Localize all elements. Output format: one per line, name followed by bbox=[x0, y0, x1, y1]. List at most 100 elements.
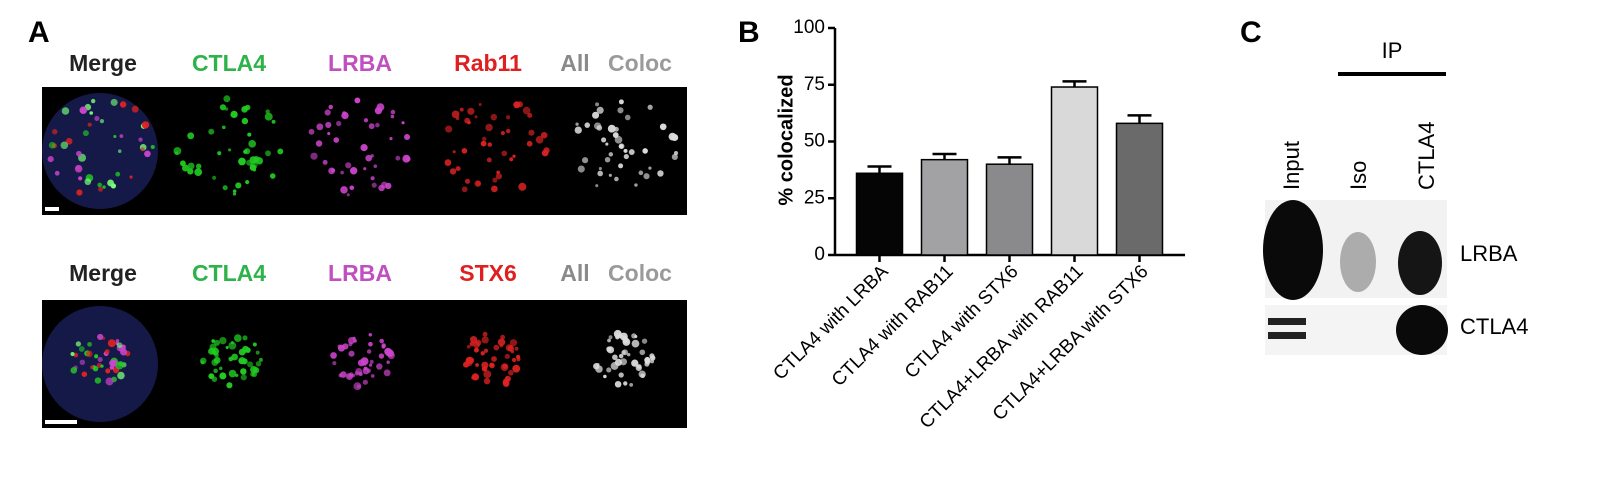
spot bbox=[240, 368, 247, 375]
spot bbox=[332, 361, 337, 366]
spot bbox=[461, 148, 468, 154]
spot bbox=[483, 370, 492, 379]
spot bbox=[98, 186, 104, 192]
spot bbox=[374, 107, 383, 115]
spot bbox=[469, 341, 474, 346]
spot bbox=[144, 150, 151, 158]
spot bbox=[337, 344, 345, 352]
spot bbox=[607, 124, 616, 133]
band bbox=[1268, 332, 1306, 339]
spot bbox=[225, 346, 229, 350]
spot bbox=[626, 352, 631, 357]
spot bbox=[228, 369, 237, 378]
spot bbox=[376, 363, 383, 370]
spot bbox=[277, 148, 284, 155]
spot bbox=[214, 352, 219, 358]
spot bbox=[60, 141, 69, 150]
spot bbox=[356, 384, 361, 389]
spot bbox=[79, 359, 86, 366]
spot bbox=[535, 135, 544, 144]
spot bbox=[444, 159, 452, 166]
spot bbox=[94, 115, 100, 122]
spot bbox=[340, 186, 348, 194]
spot bbox=[338, 373, 343, 378]
spot bbox=[213, 368, 218, 374]
spot bbox=[255, 361, 262, 367]
spot bbox=[483, 348, 489, 353]
spot bbox=[466, 344, 471, 349]
spot bbox=[595, 184, 599, 188]
bar bbox=[1115, 122, 1164, 256]
spot bbox=[212, 175, 217, 180]
spot bbox=[482, 136, 487, 142]
spot bbox=[613, 126, 619, 132]
spot bbox=[75, 341, 81, 347]
spot bbox=[657, 170, 664, 177]
spot bbox=[82, 130, 89, 137]
spot bbox=[495, 173, 503, 180]
spot bbox=[349, 167, 358, 175]
spot bbox=[473, 347, 479, 353]
spot bbox=[486, 157, 492, 163]
spot bbox=[368, 333, 373, 337]
spot bbox=[526, 140, 533, 147]
spot bbox=[79, 106, 88, 115]
spot bbox=[342, 111, 347, 116]
spot bbox=[357, 359, 365, 367]
spot bbox=[485, 123, 493, 132]
spot bbox=[244, 148, 251, 155]
spot bbox=[629, 382, 634, 387]
spot bbox=[643, 173, 650, 180]
spot bbox=[242, 345, 250, 353]
spot bbox=[385, 348, 394, 357]
spot bbox=[109, 365, 115, 370]
ip-label: IP bbox=[1382, 38, 1403, 63]
band bbox=[1396, 305, 1448, 355]
spot bbox=[363, 167, 367, 171]
spot bbox=[487, 142, 493, 147]
spot bbox=[115, 171, 121, 177]
spot bbox=[348, 342, 353, 347]
column-header: Rab11 bbox=[454, 50, 522, 76]
spot bbox=[480, 140, 487, 147]
spot bbox=[386, 360, 390, 364]
spot bbox=[265, 109, 270, 114]
spot bbox=[475, 339, 482, 346]
spot bbox=[668, 132, 677, 141]
spot bbox=[92, 365, 99, 372]
column-header: LRBA bbox=[328, 50, 392, 76]
spot bbox=[455, 166, 461, 172]
spot bbox=[230, 341, 234, 345]
spot bbox=[97, 333, 104, 341]
band-label: LRBA bbox=[1460, 241, 1518, 266]
spot bbox=[624, 114, 631, 121]
spot bbox=[308, 128, 315, 135]
spot bbox=[195, 163, 202, 170]
spot bbox=[76, 189, 83, 196]
spot bbox=[595, 102, 600, 107]
spot bbox=[508, 370, 514, 376]
spot bbox=[606, 346, 612, 352]
bar bbox=[920, 158, 969, 256]
spot bbox=[355, 367, 363, 375]
spot bbox=[451, 110, 460, 119]
column-header: LRBA bbox=[328, 260, 392, 286]
spot bbox=[402, 154, 411, 163]
spot bbox=[224, 107, 229, 111]
spot bbox=[368, 363, 373, 367]
spot bbox=[270, 173, 276, 179]
spot bbox=[219, 366, 223, 371]
column-header: All bbox=[560, 50, 589, 76]
spot bbox=[383, 369, 391, 377]
spot bbox=[622, 349, 629, 356]
band bbox=[1398, 231, 1442, 295]
spot bbox=[241, 117, 249, 125]
spot bbox=[84, 178, 92, 186]
spot bbox=[76, 150, 82, 157]
spot bbox=[608, 152, 614, 157]
spot bbox=[346, 193, 350, 197]
spot bbox=[330, 352, 337, 359]
spot bbox=[363, 366, 368, 371]
spot bbox=[370, 176, 375, 181]
spot bbox=[612, 354, 618, 361]
